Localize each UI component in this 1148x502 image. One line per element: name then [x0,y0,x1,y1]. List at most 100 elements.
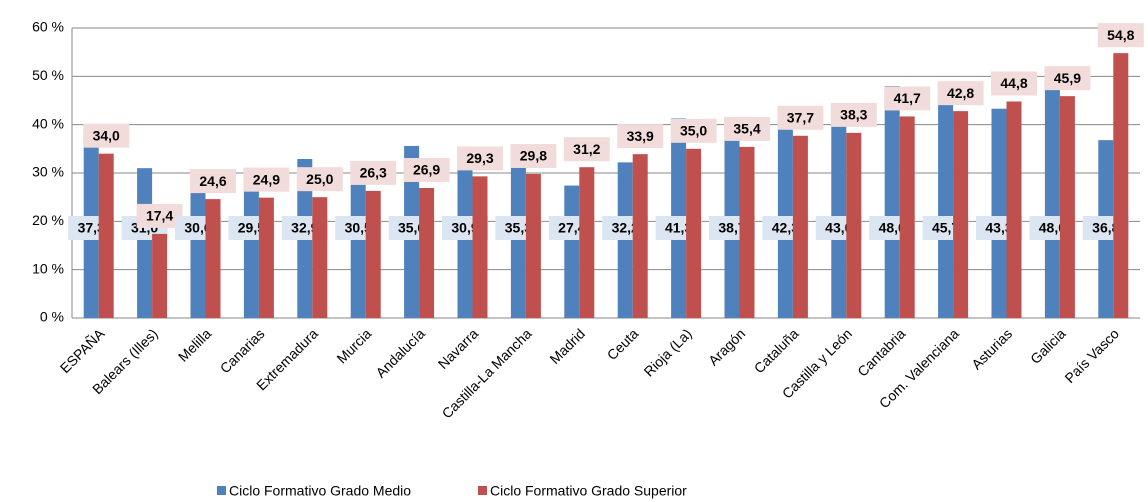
value-label-box [991,71,1037,96]
x-tick-label: Cantabria [854,325,908,379]
bar [258,197,274,318]
value-label: 36,8 [1092,220,1119,236]
value-label-box [296,167,343,192]
bar [365,190,381,318]
value-label-box [884,86,931,111]
bar [312,197,328,318]
value-label: 33,9 [627,128,654,144]
value-label: 45,7 [932,220,959,236]
x-tick-label: Ceuta [604,325,642,363]
value-label: 32,2 [612,220,639,236]
bar [777,113,793,318]
bar [525,173,541,318]
legend-label: Ciclo Formativo Grado Superior [490,483,687,499]
value-label: 29,3 [466,150,493,166]
value-label: 35,3 [505,220,532,236]
y-tick-label: 50 % [32,67,64,83]
bar [831,110,847,319]
x-tick-label: Castilla-La Mancha [439,325,535,421]
bar [419,187,435,318]
bar [953,111,969,318]
value-label-box [670,118,717,143]
x-tick-label: Andalucía [372,325,427,380]
x-tick-label: Aragón [705,325,748,368]
x-tick-label: Cataluña [751,325,802,376]
value-label: 27,4 [558,220,585,236]
value-label: 37,7 [787,109,814,125]
value-label: 37,3 [78,220,105,236]
legend-swatch [217,486,226,495]
value-label: 43,0 [825,220,852,236]
value-label-box [1044,66,1091,91]
value-label-box [617,124,664,149]
value-label: 30,9 [451,220,478,236]
value-label-box [457,146,503,171]
value-label: 24,6 [199,173,226,189]
value-label-box [724,116,770,141]
bar [1006,101,1022,318]
legend-label: Ciclo Formativo Grado Medio [229,483,411,499]
y-tick-label: 0 % [40,309,64,325]
value-label: 24,9 [253,171,280,187]
bar [564,185,580,318]
bar [350,170,366,318]
y-tick-label: 20 % [32,212,64,228]
value-label-box [510,143,557,168]
value-label-box [830,102,877,127]
value-label: 44,8 [1000,75,1027,91]
value-label-box [403,157,450,182]
bar [205,199,221,318]
value-label: 26,9 [413,162,440,178]
value-label-box [777,105,824,130]
x-tick-label: Asturias [968,325,1015,372]
bar [739,146,755,318]
bar [899,116,915,318]
bar [792,135,808,318]
x-tick-label: ESPAÑA [57,325,108,376]
value-label: 25,0 [306,171,333,187]
bar [1044,86,1060,318]
bar [243,175,259,318]
value-label: 35,6 [398,220,425,236]
value-label-box [190,169,236,194]
value-label: 35,0 [680,123,707,139]
x-tick-label: Murcia [333,325,374,366]
bar [98,153,114,318]
value-label-box [243,167,290,192]
x-tick-label: Galicia [1027,325,1069,367]
bar [579,167,595,318]
value-label: 29,5 [238,220,265,236]
bar [1059,96,1075,319]
bar [846,132,862,318]
bar [457,168,473,318]
x-tick-label: Madrid [546,325,588,367]
value-label-box [937,81,984,106]
bar [686,148,702,318]
value-label: 42,3 [772,220,799,236]
value-label: 26,3 [360,165,387,181]
bar [884,86,900,318]
value-label: 45,9 [1054,70,1081,86]
value-label-box [83,123,130,148]
value-label-box [563,137,610,162]
value-label: 35,4 [733,121,760,137]
bar [472,176,488,318]
x-tick-label: Melilla [175,325,215,365]
bar [632,154,648,318]
bar [190,170,206,318]
bar [938,97,954,318]
y-tick-label: 10 % [32,260,64,276]
x-tick-label: Canarias [217,325,268,376]
x-tick-label: Navarra [435,325,482,372]
value-label: 38,3 [840,107,867,123]
value-label: 30,6 [184,220,211,236]
value-label: 30,5 [345,220,372,236]
bar [1113,53,1129,319]
value-label: 48,0 [1039,220,1066,236]
legend-swatch [478,486,487,495]
value-label: 41,3 [665,220,692,236]
value-label: 38,7 [718,220,745,236]
value-label: 31,2 [573,141,600,157]
value-label-box [1097,23,1144,48]
